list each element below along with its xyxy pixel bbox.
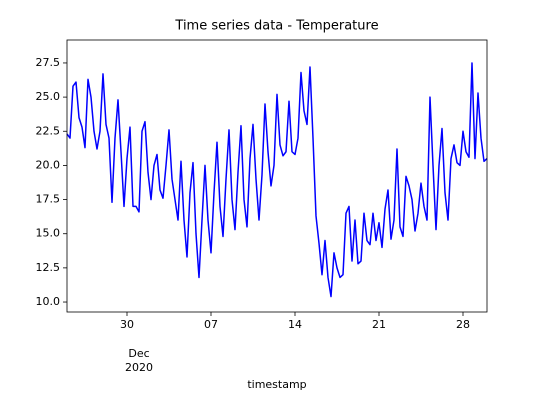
y-tick-label: 12.5 [36, 261, 61, 274]
chart-title: Time series data - Temperature [174, 19, 378, 34]
y-tick-label: 15.0 [36, 227, 61, 240]
y-tick-label: 10.0 [36, 295, 61, 308]
x-group-label: Dec [128, 347, 149, 360]
y-tick-label: 27.5 [36, 56, 61, 69]
x-tick-label: 14 [288, 318, 302, 331]
y-tick-label: 20.0 [36, 158, 61, 171]
x-axis-label: timestamp [247, 378, 306, 391]
y-tick-label: 17.5 [36, 193, 61, 206]
y-tick-label: 22.5 [36, 124, 61, 137]
x-group-label: 2020 [125, 361, 153, 374]
x-tick-label: 28 [456, 318, 470, 331]
x-tick-label: 30 [120, 318, 134, 331]
x-tick-label: 21 [372, 318, 386, 331]
line [66, 62, 488, 298]
plot-frame [66, 39, 488, 313]
x-tick-label: 07 [204, 318, 218, 331]
y-tick-label: 25.0 [36, 90, 61, 103]
